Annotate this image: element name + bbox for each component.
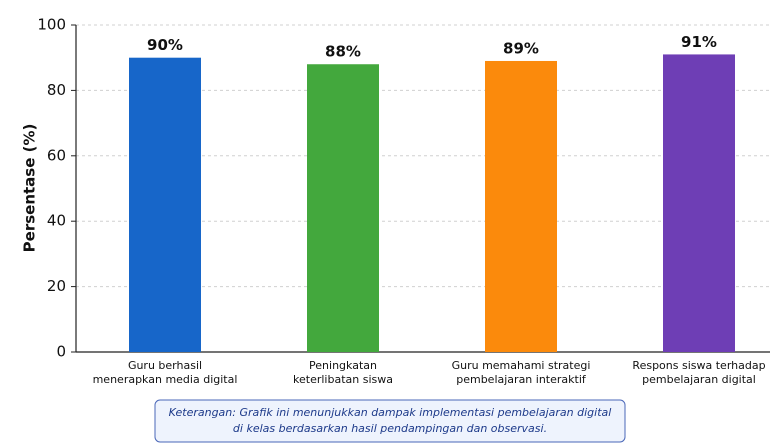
value-label: 90% bbox=[147, 36, 183, 54]
value-label: 88% bbox=[325, 43, 361, 61]
value-label: 91% bbox=[681, 33, 717, 51]
note-box bbox=[154, 399, 626, 443]
x-tick-label: Respons siswa terhadap bbox=[632, 359, 765, 372]
y-tick-label: 60 bbox=[47, 146, 66, 164]
x-tick-label: Guru memahami strategi bbox=[452, 359, 591, 372]
y-tick-label: 100 bbox=[37, 16, 66, 34]
y-tick-label: 80 bbox=[47, 81, 66, 99]
value-label: 89% bbox=[503, 39, 539, 57]
y-tick-label: 20 bbox=[47, 277, 66, 295]
note-line: Keterangan: Grafik ini menunjukkan dampa… bbox=[169, 406, 612, 419]
x-tick-label: Peningkatan bbox=[309, 359, 377, 372]
x-tick-label: Guru berhasil bbox=[128, 359, 202, 372]
note-line: di kelas berdasarkan hasil pendampingan … bbox=[233, 422, 547, 435]
x-tick-label: keterlibatan siswa bbox=[293, 373, 393, 386]
x-tick-label: menerapkan media digital bbox=[93, 373, 238, 386]
bar bbox=[129, 57, 201, 352]
y-axis-label: Persentase (%) bbox=[21, 124, 39, 253]
y-tick-label: 0 bbox=[56, 343, 66, 361]
x-tick-label: pembelajaran digital bbox=[642, 373, 756, 386]
bar bbox=[663, 54, 735, 353]
x-tick-label: pembelajaran interaktif bbox=[456, 373, 587, 386]
bar bbox=[307, 64, 379, 353]
bar bbox=[485, 60, 557, 352]
y-tick-label: 40 bbox=[47, 212, 66, 230]
